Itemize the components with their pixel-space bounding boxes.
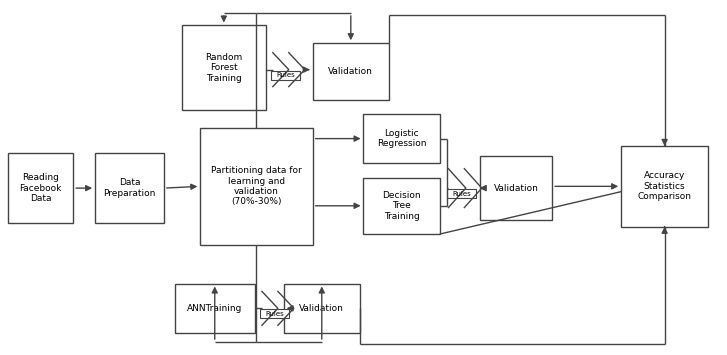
Text: Accuracy
Statistics
Comparison: Accuracy Statistics Comparison — [638, 171, 691, 201]
FancyBboxPatch shape — [260, 310, 289, 318]
Text: Validation: Validation — [494, 184, 538, 193]
Text: Random
Forest
Training: Random Forest Training — [205, 53, 242, 83]
Text: Rules: Rules — [265, 311, 284, 317]
FancyBboxPatch shape — [364, 114, 440, 163]
FancyBboxPatch shape — [182, 26, 265, 110]
Text: Rules: Rules — [452, 191, 471, 197]
FancyBboxPatch shape — [200, 128, 313, 245]
Text: Decision
Tree
Training: Decision Tree Training — [382, 191, 421, 221]
Text: ANNTraining: ANNTraining — [187, 304, 242, 313]
FancyBboxPatch shape — [8, 153, 73, 223]
FancyBboxPatch shape — [364, 178, 440, 234]
FancyBboxPatch shape — [480, 156, 553, 220]
Text: Reading
Facebook
Data: Reading Facebook Data — [20, 173, 62, 203]
Text: Logistic
Regression: Logistic Regression — [377, 129, 426, 148]
Text: Rules: Rules — [276, 72, 295, 78]
FancyBboxPatch shape — [447, 189, 476, 198]
FancyBboxPatch shape — [621, 146, 708, 227]
FancyBboxPatch shape — [271, 71, 300, 80]
FancyBboxPatch shape — [174, 284, 254, 333]
FancyBboxPatch shape — [284, 284, 360, 333]
FancyBboxPatch shape — [95, 153, 164, 223]
FancyBboxPatch shape — [313, 43, 389, 100]
Text: Data
Preparation: Data Preparation — [103, 179, 156, 198]
Text: Partitioning data for
learning and
validation
(70%-30%): Partitioning data for learning and valid… — [211, 166, 302, 207]
Text: Validation: Validation — [329, 67, 373, 76]
Text: Validation: Validation — [300, 304, 344, 313]
